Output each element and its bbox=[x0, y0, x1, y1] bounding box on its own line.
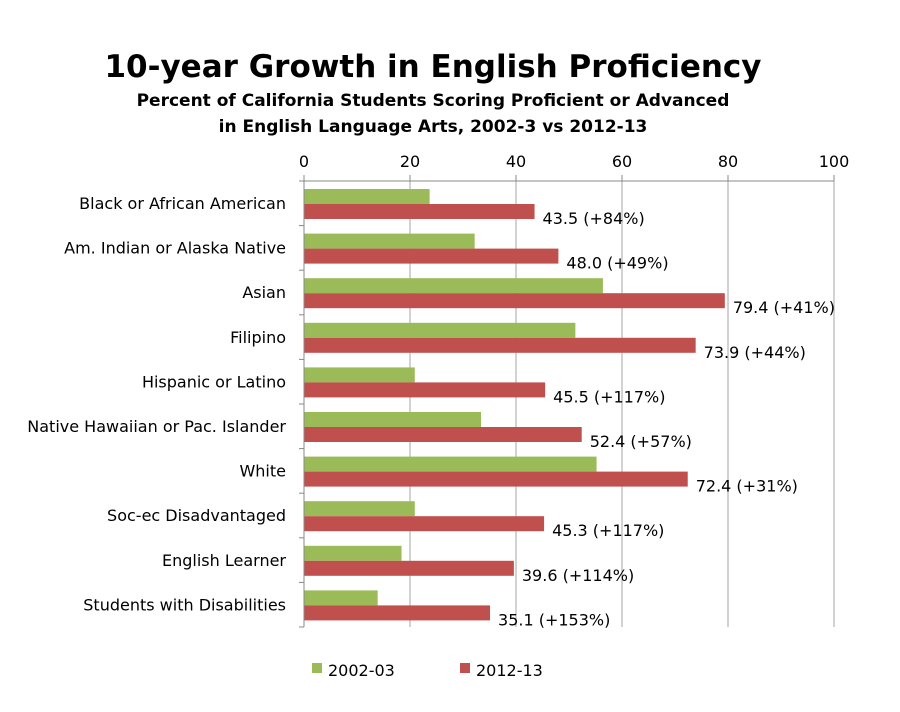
data-label-2012-13-3: 73.9 (+44%) bbox=[704, 343, 806, 362]
bar-2002-03-0 bbox=[304, 189, 430, 204]
bars bbox=[304, 189, 725, 621]
category-label-2: Asian bbox=[242, 283, 286, 302]
chart-subtitle-line-2: in English Language Arts, 2002-3 vs 2012… bbox=[219, 117, 648, 137]
x-tick-label-60: 60 bbox=[612, 152, 632, 171]
bar-2012-13-1 bbox=[304, 248, 559, 264]
data-label-2012-13-0: 43.5 (+84%) bbox=[543, 209, 645, 228]
axes: 0 20 40 60 80 100 bbox=[299, 152, 850, 628]
bar-2012-13-8 bbox=[304, 560, 514, 576]
category-label-3: Filipino bbox=[230, 328, 286, 347]
bar-2012-13-3 bbox=[304, 337, 696, 353]
legend-label-2012-13: 2012-13 bbox=[476, 661, 543, 680]
category-label-4: Hispanic or Latino bbox=[142, 372, 286, 391]
legend-label-2002-03: 2002-03 bbox=[328, 661, 395, 680]
category-label-7: Soc-ec Disadvantaged bbox=[107, 506, 286, 525]
bar-2012-13-6 bbox=[304, 471, 688, 487]
bar-2012-13-4 bbox=[304, 382, 546, 398]
data-label-2012-13-1: 48.0 (+49%) bbox=[566, 254, 668, 273]
x-tick-label-40: 40 bbox=[506, 152, 526, 171]
category-label-6: White bbox=[239, 462, 286, 481]
category-label-0: Black or African American bbox=[79, 194, 286, 213]
bar-2012-13-5 bbox=[304, 427, 582, 442]
x-tick-label-0: 0 bbox=[299, 152, 309, 171]
bar-2002-03-9 bbox=[304, 590, 378, 606]
bar-2002-03-6 bbox=[304, 456, 597, 472]
category-label-8: English Learner bbox=[162, 551, 286, 570]
legend-swatch-2012-13 bbox=[460, 663, 470, 673]
bar-2012-13-7 bbox=[304, 516, 545, 532]
data-label-2012-13-2: 79.4 (+41%) bbox=[733, 298, 835, 317]
bar-2002-03-5 bbox=[304, 412, 482, 427]
chart-title: 10-year Growth in English Proficiency bbox=[104, 49, 761, 85]
legend-swatch-2002-03 bbox=[312, 663, 322, 673]
x-tick-label-80: 80 bbox=[718, 152, 738, 171]
bar-2002-03-3 bbox=[304, 322, 576, 338]
data-label-2012-13-7: 45.3 (+117%) bbox=[552, 521, 664, 540]
bar-2002-03-2 bbox=[304, 278, 603, 294]
bar-2002-03-1 bbox=[304, 233, 475, 249]
bar-2002-03-4 bbox=[304, 367, 415, 383]
data-label-2012-13-6: 72.4 (+31%) bbox=[696, 477, 798, 496]
data-label-2012-13-9: 35.1 (+153%) bbox=[498, 610, 610, 629]
bar-2012-13-9 bbox=[304, 605, 491, 621]
chart-subtitle-line-1: Percent of California Students Scoring P… bbox=[137, 91, 730, 111]
x-tick-label-20: 20 bbox=[400, 152, 420, 171]
data-label-2012-13-4: 45.5 (+117%) bbox=[553, 387, 665, 406]
bar-2012-13-2 bbox=[304, 293, 725, 309]
bar-2012-13-0 bbox=[304, 204, 535, 219]
category-label-5: Native Hawaiian or Pac. Islander bbox=[27, 417, 286, 436]
labels: Black or African American 43.5 (+84%) Am. … bbox=[27, 194, 835, 629]
data-label-2012-13-8: 39.6 (+114%) bbox=[522, 566, 634, 585]
bar-2002-03-8 bbox=[304, 545, 402, 561]
legend: 2002-03 2012-13 bbox=[312, 661, 543, 680]
data-label-2012-13-5: 52.4 (+57%) bbox=[590, 432, 692, 451]
x-tick-label-100: 100 bbox=[819, 152, 850, 171]
category-label-9: Students with Disabilities bbox=[83, 595, 286, 614]
category-label-1: Am. Indian or Alaska Native bbox=[64, 239, 286, 258]
bar-2002-03-7 bbox=[304, 501, 415, 517]
